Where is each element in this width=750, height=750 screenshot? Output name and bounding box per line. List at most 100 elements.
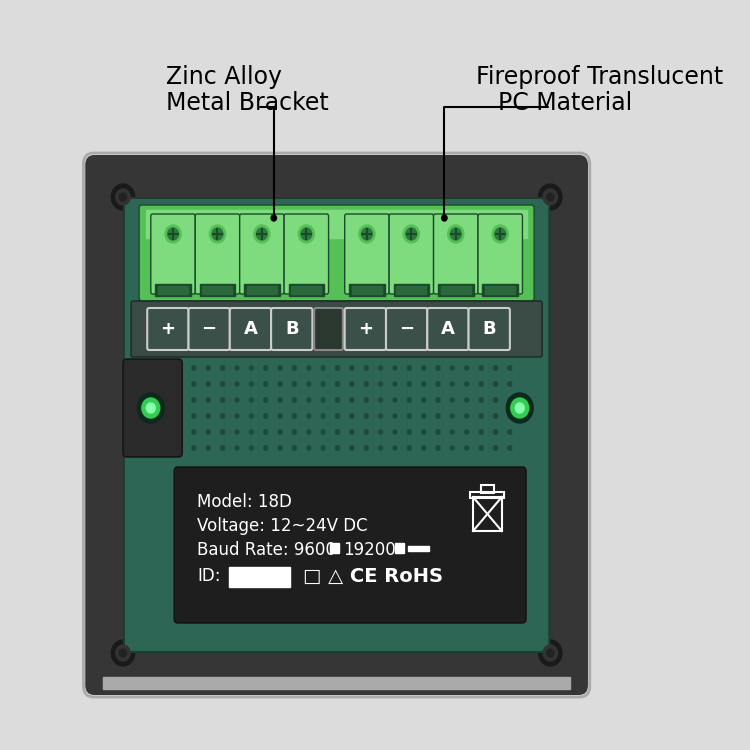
Bar: [200, 284, 236, 296]
FancyBboxPatch shape: [230, 308, 271, 350]
Text: PC Material: PC Material: [498, 91, 632, 115]
Circle shape: [137, 393, 164, 423]
Circle shape: [335, 366, 340, 370]
FancyBboxPatch shape: [469, 308, 510, 350]
Circle shape: [515, 403, 524, 413]
FancyBboxPatch shape: [427, 308, 469, 350]
FancyBboxPatch shape: [271, 308, 313, 350]
Bar: [158, 286, 188, 294]
Circle shape: [364, 366, 368, 370]
Circle shape: [307, 398, 310, 402]
Circle shape: [494, 398, 497, 402]
Circle shape: [451, 382, 454, 386]
Circle shape: [479, 398, 483, 402]
Text: B: B: [285, 320, 298, 338]
FancyBboxPatch shape: [314, 308, 343, 350]
Circle shape: [220, 430, 224, 434]
Circle shape: [362, 228, 372, 240]
Circle shape: [335, 382, 340, 386]
Circle shape: [264, 366, 268, 370]
Text: +: +: [358, 320, 373, 338]
Bar: [155, 284, 190, 296]
Bar: [289, 284, 324, 296]
Circle shape: [495, 228, 506, 240]
Circle shape: [465, 446, 469, 450]
Circle shape: [508, 366, 512, 370]
Circle shape: [436, 398, 440, 402]
Bar: [394, 284, 429, 296]
Circle shape: [407, 398, 411, 402]
Circle shape: [321, 398, 326, 402]
Circle shape: [307, 430, 310, 434]
Text: −: −: [202, 320, 217, 338]
Circle shape: [393, 446, 397, 450]
Circle shape: [335, 398, 340, 402]
Circle shape: [307, 382, 310, 386]
Circle shape: [407, 382, 411, 386]
Text: ID:: ID:: [197, 567, 221, 585]
Bar: [352, 286, 382, 294]
Bar: [482, 284, 518, 296]
FancyBboxPatch shape: [147, 308, 188, 350]
Circle shape: [547, 193, 554, 201]
Text: +: +: [160, 320, 176, 338]
Circle shape: [436, 382, 440, 386]
Circle shape: [292, 430, 296, 434]
Circle shape: [451, 414, 454, 419]
Circle shape: [465, 398, 469, 402]
Circle shape: [278, 398, 282, 402]
Circle shape: [192, 430, 196, 434]
Circle shape: [321, 446, 326, 450]
Circle shape: [364, 430, 368, 434]
Circle shape: [206, 366, 210, 370]
Circle shape: [292, 414, 296, 419]
Circle shape: [321, 414, 326, 419]
Circle shape: [422, 382, 426, 386]
Circle shape: [494, 366, 497, 370]
Circle shape: [465, 382, 469, 386]
Circle shape: [264, 446, 268, 450]
Bar: [244, 284, 280, 296]
Circle shape: [220, 414, 224, 419]
Circle shape: [278, 430, 282, 434]
Circle shape: [407, 366, 411, 370]
Circle shape: [407, 414, 411, 419]
Circle shape: [508, 414, 512, 419]
Circle shape: [364, 414, 368, 419]
Circle shape: [206, 398, 210, 402]
Circle shape: [249, 414, 254, 419]
Circle shape: [264, 382, 268, 386]
Circle shape: [168, 228, 178, 240]
Circle shape: [335, 430, 340, 434]
Circle shape: [379, 414, 382, 419]
Circle shape: [249, 398, 254, 402]
Circle shape: [404, 225, 419, 243]
Text: Model: 18D: Model: 18D: [197, 493, 292, 511]
FancyBboxPatch shape: [345, 308, 386, 350]
Bar: [104, 677, 570, 689]
Text: −: −: [399, 320, 414, 338]
Circle shape: [220, 382, 224, 386]
Circle shape: [116, 189, 130, 205]
Bar: [396, 286, 427, 294]
Text: Baud Rate: 9600: Baud Rate: 9600: [197, 541, 336, 559]
Circle shape: [307, 446, 310, 450]
Circle shape: [206, 382, 210, 386]
Circle shape: [543, 189, 557, 205]
FancyBboxPatch shape: [86, 155, 588, 695]
Bar: [485, 286, 515, 294]
Circle shape: [465, 366, 469, 370]
FancyBboxPatch shape: [124, 198, 549, 652]
Circle shape: [212, 228, 223, 240]
Circle shape: [511, 398, 529, 418]
Circle shape: [451, 228, 461, 240]
FancyBboxPatch shape: [386, 308, 427, 350]
Circle shape: [407, 446, 411, 450]
Circle shape: [116, 645, 130, 661]
Circle shape: [379, 366, 382, 370]
Circle shape: [271, 215, 277, 221]
FancyBboxPatch shape: [478, 214, 523, 294]
Text: Zinc Alloy: Zinc Alloy: [166, 65, 282, 89]
Text: Voltage: 12~24V DC: Voltage: 12~24V DC: [197, 517, 368, 535]
Circle shape: [350, 446, 354, 450]
